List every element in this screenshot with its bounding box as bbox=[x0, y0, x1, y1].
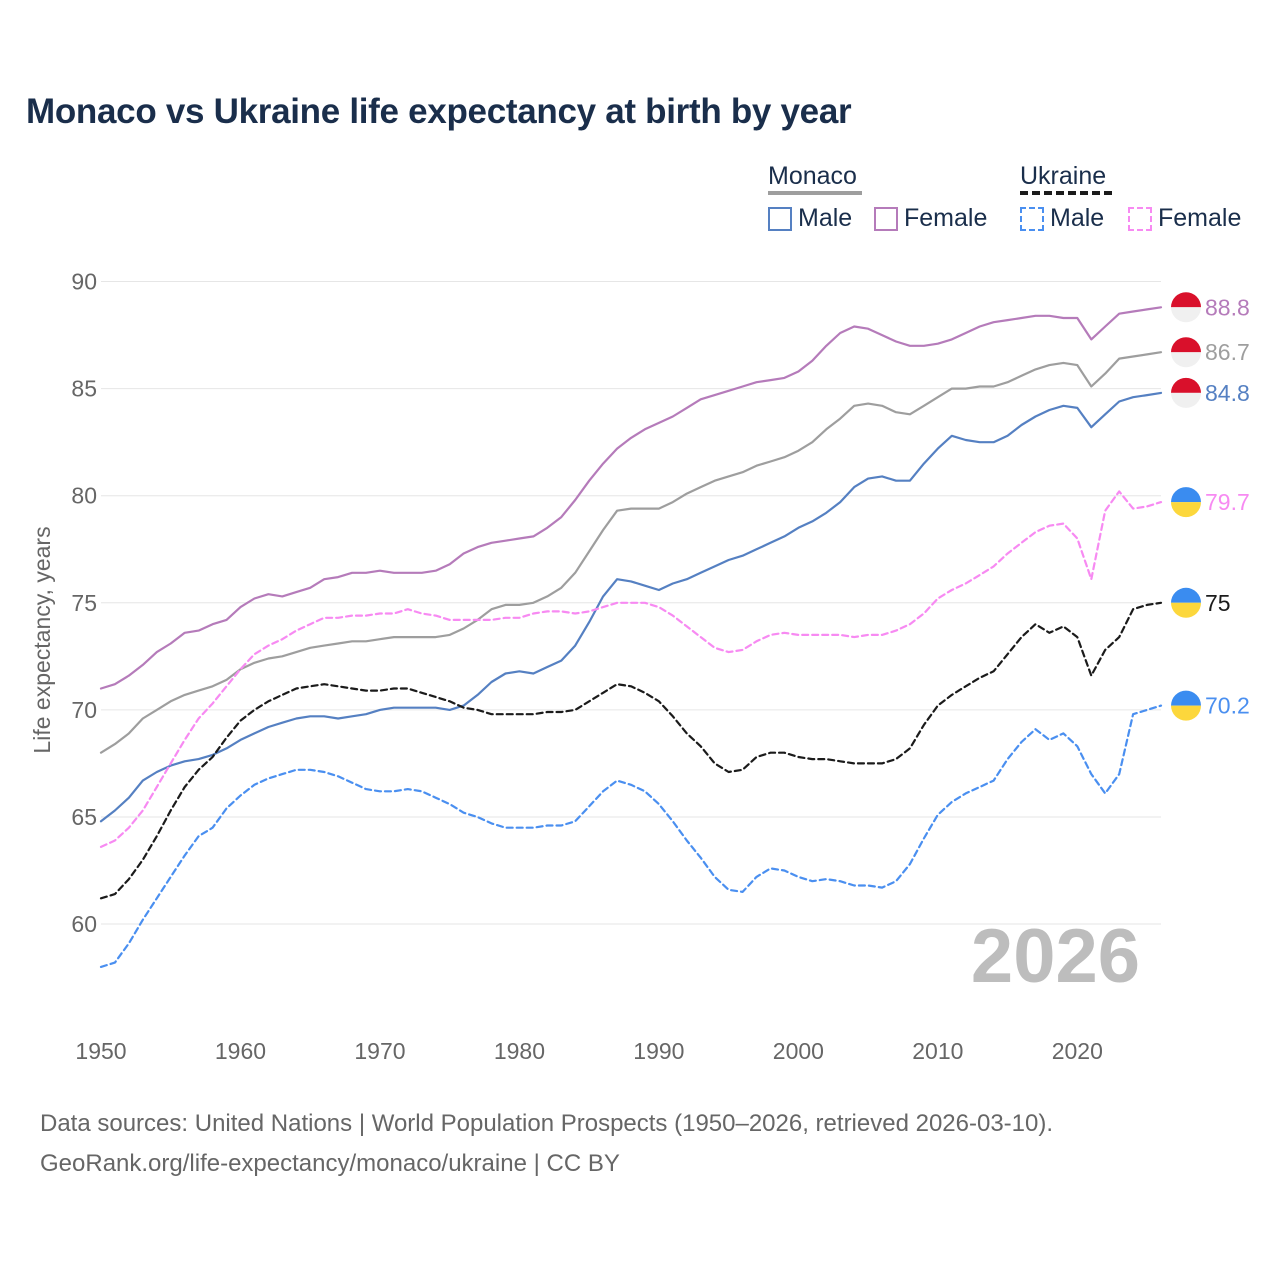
legend-ukraine-female-swatch bbox=[1128, 206, 1152, 231]
series-line-monaco-male bbox=[99, 391, 1163, 823]
series-line-ukraine-male bbox=[99, 704, 1163, 968]
x-tick-label: 1980 bbox=[494, 1038, 545, 1064]
monaco-flag-top bbox=[1171, 377, 1201, 393]
x-tick-label: 2010 bbox=[912, 1038, 963, 1064]
series-line-ukraine bbox=[99, 601, 1163, 900]
legend-ukraine-female[interactable]: Female bbox=[1128, 204, 1241, 233]
ukraine-flag-bottom bbox=[1171, 502, 1201, 518]
y-tick-label: 90 bbox=[71, 269, 97, 295]
end-marker-ukraine-male bbox=[1171, 690, 1201, 721]
legend-monaco-male[interactable]: Male bbox=[768, 204, 852, 233]
series-line-monaco bbox=[99, 351, 1163, 754]
legend-monaco-male-swatch bbox=[768, 206, 792, 231]
legend-monaco-male-label: Male bbox=[798, 204, 853, 232]
y-tick-label: 80 bbox=[71, 483, 97, 509]
legend-monaco-female-swatch bbox=[874, 206, 898, 231]
y-tick-label: 85 bbox=[71, 376, 97, 402]
ukraine-flag-bottom bbox=[1171, 705, 1201, 721]
ukraine-flag-top bbox=[1171, 587, 1201, 603]
series-line-monaco-female bbox=[99, 306, 1163, 690]
legend-ukraine-male-swatch bbox=[1020, 206, 1044, 231]
year-watermark: 2026 bbox=[971, 914, 1140, 999]
legend-monaco-female[interactable]: Female bbox=[874, 204, 987, 233]
end-value-label: 75 bbox=[1205, 590, 1231, 616]
y-tick-label: 65 bbox=[71, 804, 97, 830]
y-tick-label: 60 bbox=[71, 911, 97, 937]
end-value-label: 79.7 bbox=[1205, 489, 1250, 515]
y-tick-label: 70 bbox=[71, 697, 97, 723]
end-marker-monaco-female bbox=[1171, 292, 1201, 323]
legend-ukraine-male-label: Male bbox=[1050, 204, 1105, 232]
ukraine-flag-top bbox=[1171, 690, 1201, 706]
source-note: Data sources: United Nations | World Pop… bbox=[40, 1104, 1053, 1184]
series-line-ukraine-female bbox=[99, 490, 1163, 848]
x-tick-label: 1970 bbox=[354, 1038, 405, 1064]
x-tick-label: 1960 bbox=[215, 1038, 266, 1064]
x-tick-label: 2000 bbox=[773, 1038, 824, 1064]
legend-ukraine-female-label: Female bbox=[1158, 204, 1242, 232]
monaco-flag-bottom bbox=[1171, 352, 1201, 368]
ukraine-flag-top bbox=[1171, 487, 1201, 503]
x-tick-label: 1990 bbox=[633, 1038, 684, 1064]
ukraine-flag-bottom bbox=[1171, 602, 1201, 618]
end-marker-monaco-male bbox=[1171, 377, 1201, 408]
y-tick-label: 75 bbox=[71, 590, 97, 616]
end-value-label: 84.8 bbox=[1205, 380, 1250, 406]
y-axis-label: Life expectancy, years bbox=[29, 526, 55, 753]
line-chart: 60 65 70 75 80 85 90 1950 1960 1970 1980 1990 2000 20… bbox=[29, 269, 1250, 1064]
x-tick-label: 2020 bbox=[1052, 1038, 1103, 1064]
x-tick-label: 1950 bbox=[75, 1038, 126, 1064]
monaco-flag-top bbox=[1171, 337, 1201, 353]
end-marker-ukraine-female bbox=[1171, 487, 1201, 518]
legend-monaco-heading: Monaco bbox=[768, 162, 857, 190]
legend-ukraine-line bbox=[1020, 191, 1112, 195]
legend-ukraine-male[interactable]: Male bbox=[1020, 204, 1104, 233]
legend-ukraine-heading: Ukraine bbox=[1020, 162, 1107, 190]
monaco-flag-bottom bbox=[1171, 307, 1201, 323]
chart-title: Monaco vs Ukraine life expectancy at bir… bbox=[26, 92, 852, 131]
end-value-label: 86.7 bbox=[1205, 339, 1250, 365]
end-value-label: 70.2 bbox=[1205, 693, 1250, 719]
legend-monaco-female-label: Female bbox=[904, 204, 988, 232]
end-value-label: 88.8 bbox=[1205, 294, 1250, 320]
monaco-flag-bottom bbox=[1171, 392, 1201, 408]
legend-monaco-line bbox=[768, 191, 862, 195]
end-marker-ukraine bbox=[1171, 587, 1201, 618]
monaco-flag-top bbox=[1171, 292, 1201, 308]
source-line-2[interactable]: GeoRank.org/life-expectancy/monaco/ukrai… bbox=[40, 1150, 620, 1177]
source-line-1: Data sources: United Nations | World Pop… bbox=[40, 1110, 1054, 1137]
end-marker-monaco bbox=[1171, 337, 1201, 368]
